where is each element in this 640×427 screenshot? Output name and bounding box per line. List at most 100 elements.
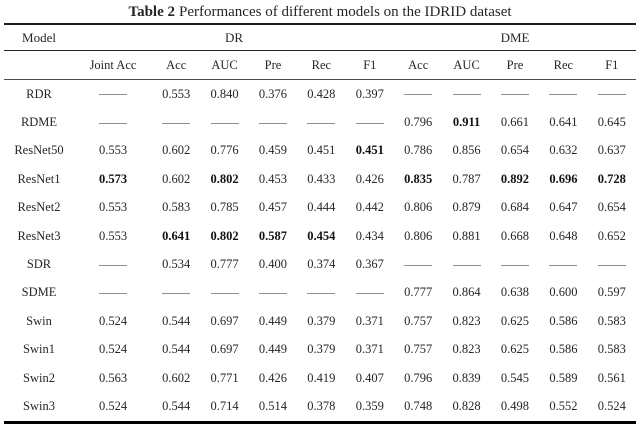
metric-value: 0.625: [500, 313, 530, 328]
metric-value: 0.828: [452, 398, 481, 413]
metric-value: 0.451: [355, 143, 384, 158]
model-name: Swin3: [23, 398, 55, 413]
col-header-dr-f1: F1: [345, 50, 395, 80]
metric-value: 0.641: [549, 115, 578, 130]
col-group-model: Model: [4, 24, 74, 51]
metric-value: 0.376: [258, 86, 288, 101]
metric-value: 0.524: [597, 398, 626, 413]
empty-value-dash: [588, 80, 636, 109]
metric-value: 0.823: [452, 342, 481, 357]
metric-value: 0.728: [597, 171, 626, 186]
col-header-dme-acc: Acc: [394, 50, 443, 80]
table-number-label: Table 2: [128, 4, 175, 20]
dash-line: [355, 293, 384, 295]
dash-line: [99, 293, 127, 295]
empty-value-dash: [442, 80, 490, 109]
dash-line: [404, 264, 433, 266]
metric-value: 0.661: [500, 115, 530, 130]
model-name: Swin1: [23, 342, 55, 357]
model-name: ResNet2: [17, 200, 61, 215]
metric-value: 0.426: [355, 171, 384, 186]
metric-value: 0.806: [404, 200, 433, 215]
metric-value: 0.840: [210, 86, 239, 101]
metric-value: 0.359: [355, 398, 384, 413]
metric-value: 0.638: [500, 285, 530, 300]
metric-value: 0.459: [258, 143, 288, 158]
model-name: SDR: [26, 257, 52, 272]
metric-value: 0.835: [404, 171, 433, 186]
metric-value: 0.544: [162, 398, 191, 413]
metric-value: 0.378: [307, 398, 336, 413]
metric-value: 0.839: [452, 370, 481, 385]
dash-line: [99, 94, 127, 96]
metric-value: 0.637: [597, 143, 626, 158]
metric-value: 0.714: [210, 398, 239, 413]
metric-value: 0.785: [210, 200, 239, 215]
col-header-joint-acc: Joint Acc: [74, 50, 152, 80]
metric-value: 0.654: [597, 200, 626, 215]
table-row: Swin1 0.524 0.544 0.697 0.449 0.379 0.371 0.757…: [4, 336, 636, 364]
metric-value: 0.602: [162, 171, 191, 186]
empty-value-dash: [200, 279, 248, 307]
metric-value: 0.428: [307, 86, 336, 101]
empty-value-dash: [394, 250, 442, 278]
empty-value-dash: [491, 250, 539, 278]
metric-value: 0.586: [549, 342, 578, 357]
metric-value: 0.454: [307, 228, 336, 243]
model-name: RDME: [20, 115, 58, 130]
metric-value: 0.625: [500, 342, 530, 357]
metric-value: 0.534: [162, 257, 191, 272]
metric-value: 0.524: [98, 398, 128, 413]
model-name: ResNet50: [14, 143, 64, 158]
empty-value-dash: [346, 279, 394, 307]
metric-value: 0.777: [404, 285, 433, 300]
model-name: Swin2: [23, 370, 55, 385]
dash-line: [162, 122, 191, 124]
metric-value: 0.433: [307, 171, 336, 186]
col-header-dme-pre: Pre: [490, 50, 540, 80]
col-group-dr: DR: [74, 24, 395, 51]
metric-value: 0.453: [258, 171, 288, 186]
empty-value-dash: [249, 108, 297, 136]
metric-value: 0.856: [452, 143, 481, 158]
table-row: Swin2 0.563 0.602 0.771 0.426 0.419 0.407 0.796…: [4, 364, 636, 392]
col-header-dme-f1: F1: [587, 50, 637, 80]
dash-line: [162, 293, 191, 295]
metric-value: 0.645: [597, 115, 626, 130]
metric-value: 0.451: [307, 143, 336, 158]
metric-value: 0.757: [404, 342, 433, 357]
empty-value-dash: [74, 279, 152, 307]
col-header-dr-acc: Acc: [152, 50, 201, 80]
metric-value: 0.397: [355, 86, 384, 101]
metric-value: 0.444: [307, 200, 336, 215]
metric-value: 0.583: [597, 342, 626, 357]
model-name: RDR: [26, 86, 52, 101]
metric-value: 0.379: [307, 342, 336, 357]
metric-value: 0.524: [98, 342, 128, 357]
dash-line: [500, 264, 529, 266]
metric-value: 0.806: [404, 228, 433, 243]
metric-value: 0.583: [162, 200, 191, 215]
metric-value: 0.434: [355, 228, 384, 243]
metric-value: 0.426: [258, 370, 288, 385]
metric-value: 0.371: [355, 313, 384, 328]
metric-value: 0.771: [210, 370, 239, 385]
results-table: Model DR DME Joint Acc Acc AUC Pre Rec F…: [4, 23, 637, 424]
metric-value: 0.641: [162, 228, 191, 243]
metric-value: 0.787: [452, 171, 481, 186]
dash-line: [99, 264, 127, 266]
dash-line: [549, 264, 578, 266]
empty-value-dash: [74, 108, 152, 136]
metric-value: 0.802: [210, 228, 239, 243]
col-group-dme: DME: [394, 24, 637, 51]
metric-value: 0.498: [500, 398, 530, 413]
metric-value: 0.573: [98, 171, 128, 186]
metric-value: 0.545: [500, 370, 530, 385]
metric-value: 0.796: [404, 370, 433, 385]
metric-value: 0.407: [355, 370, 384, 385]
table-row: SDME 0.777 0.864 0.638 0.600 0.597: [4, 279, 636, 307]
table-body: RDR 0.553 0.840 0.376 0.428 0.397 RDME 0.796 0.9…: [4, 80, 636, 423]
metric-value: 0.553: [162, 86, 191, 101]
table-row: ResNet1 0.573 0.602 0.802 0.453 0.433 0.426 0.8…: [4, 165, 636, 193]
empty-value-dash: [539, 250, 587, 278]
